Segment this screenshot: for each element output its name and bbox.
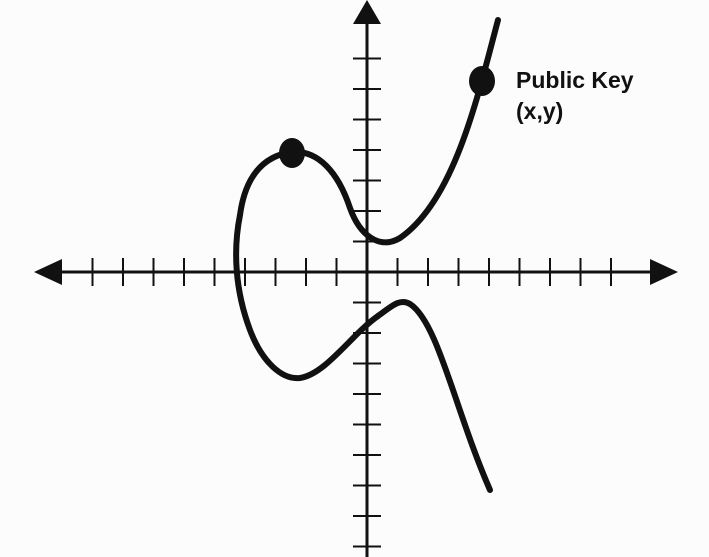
public-key-label: Public Key — [516, 67, 634, 93]
x-axis-ticks — [91, 258, 612, 286]
public-key-coords-label: (x,y) — [516, 98, 564, 124]
point-on-curve — [279, 138, 305, 168]
y-axis-up-arrow — [353, 0, 381, 24]
curve-upper-branch — [233, 17, 501, 382]
public-key-point — [469, 66, 495, 96]
x-axis-right-arrow — [650, 259, 678, 285]
x-axis-left-arrow — [34, 259, 62, 285]
curve-lower-branch — [375, 298, 493, 493]
